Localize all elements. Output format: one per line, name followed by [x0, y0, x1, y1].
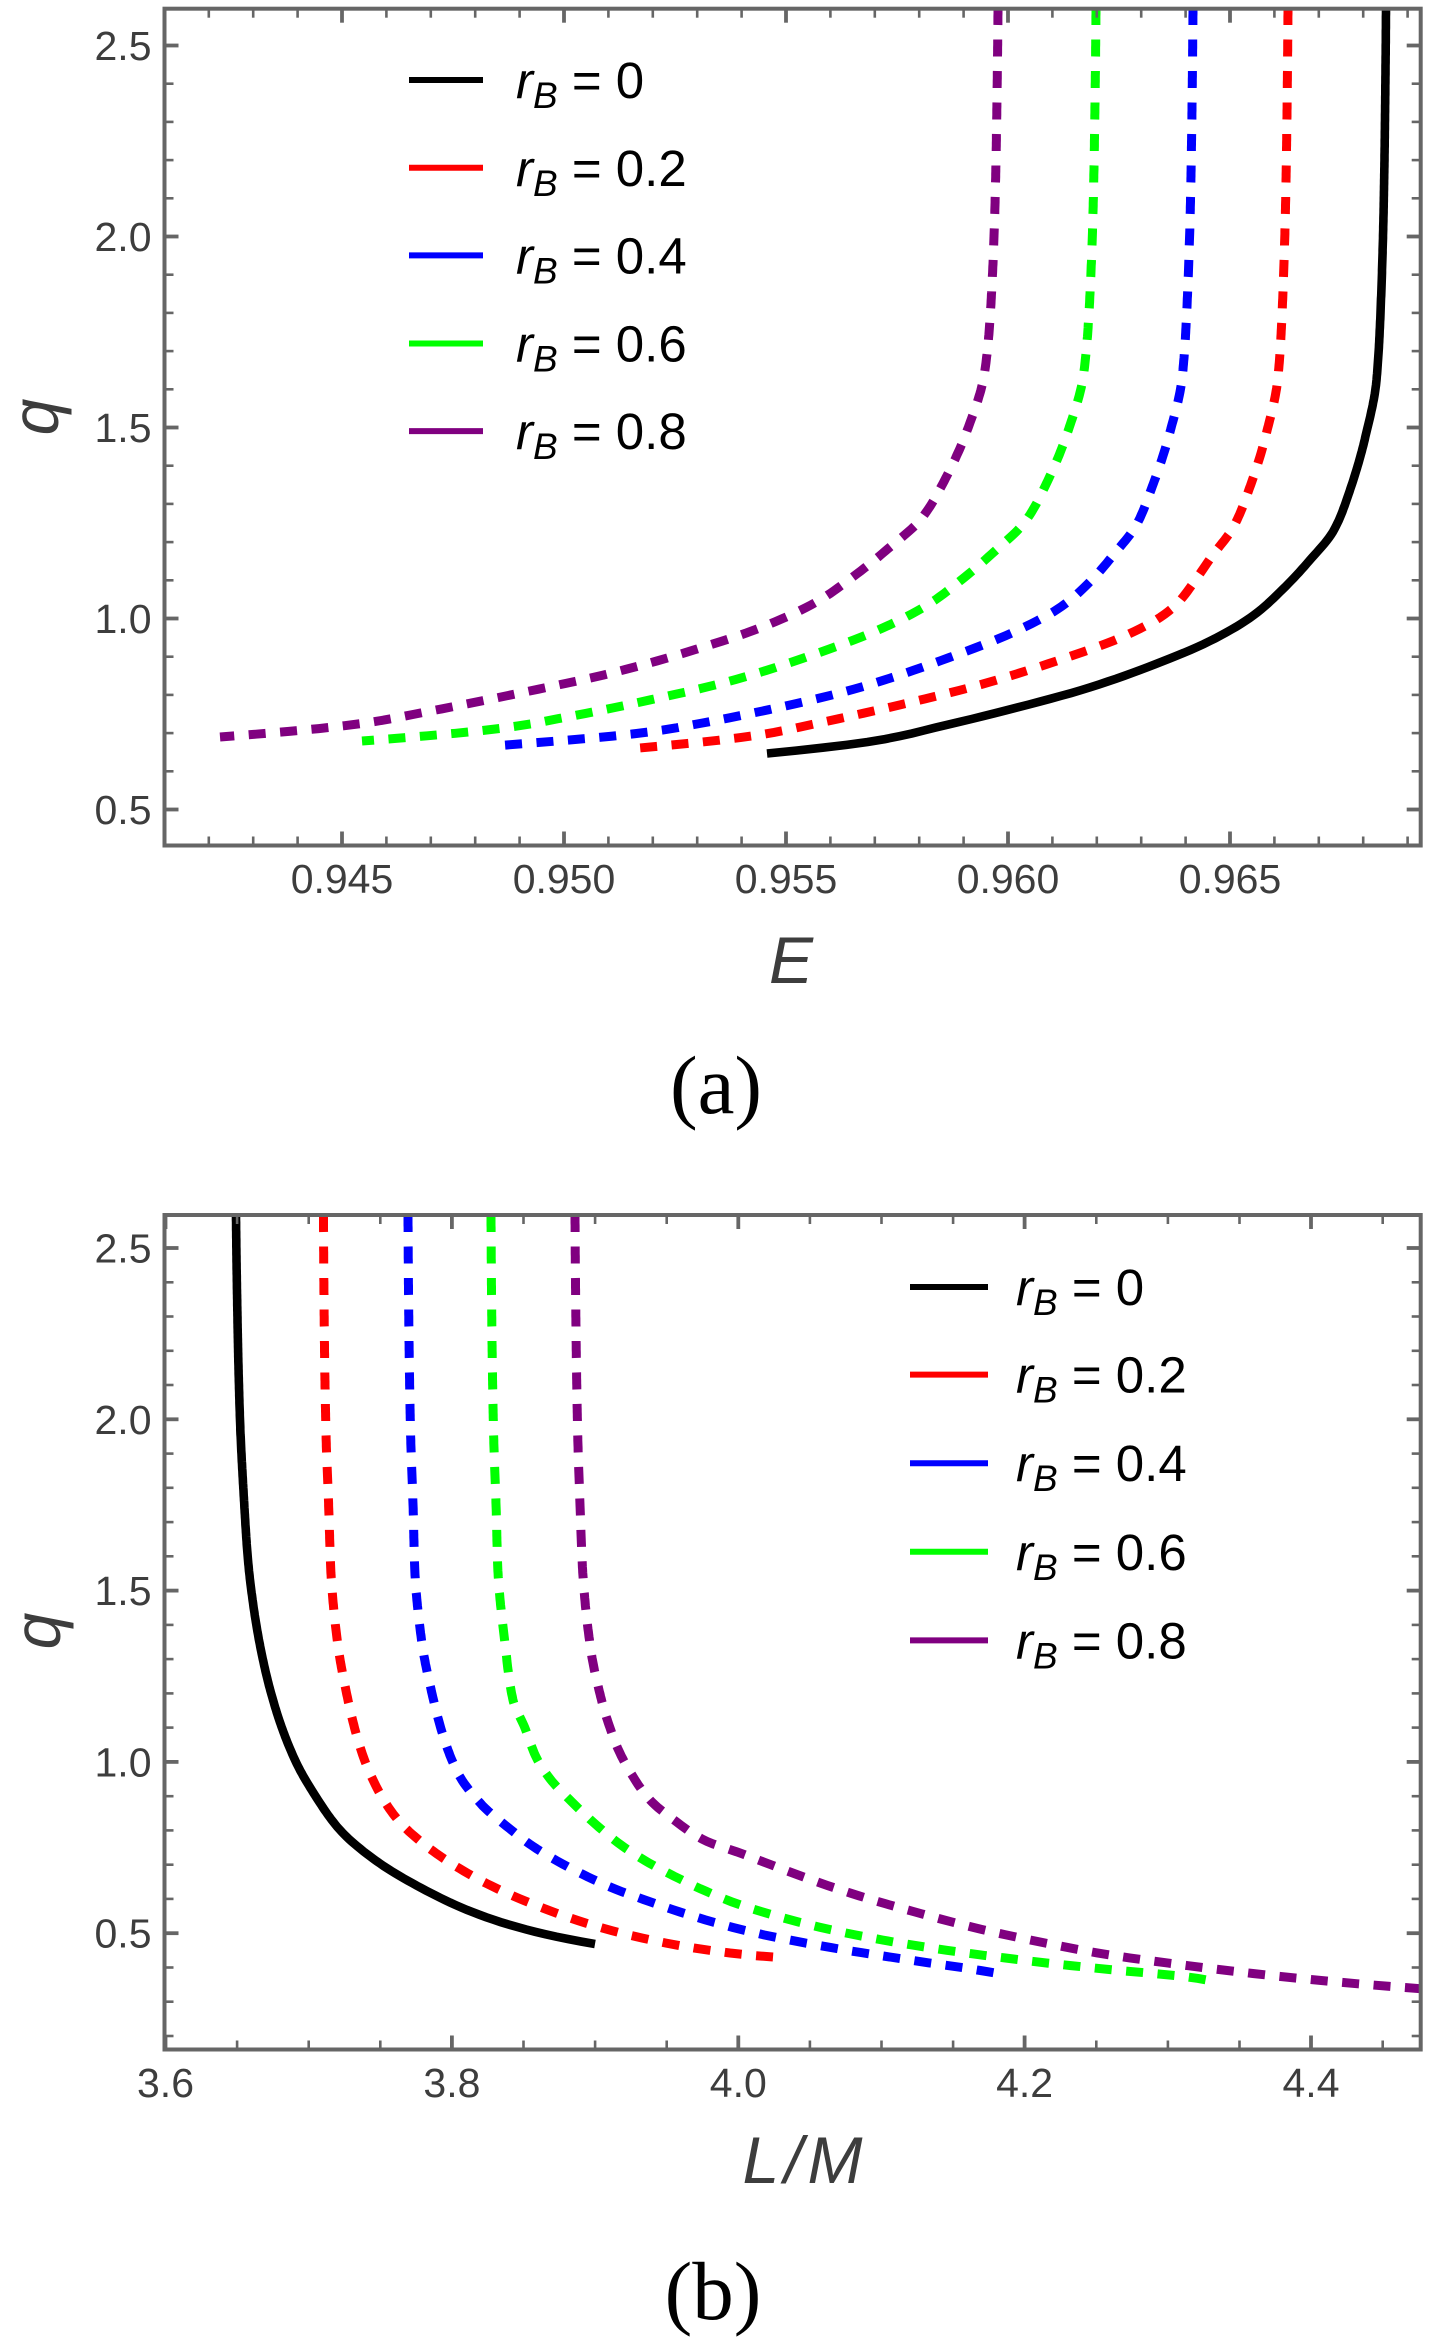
svg-text:2.0: 2.0 — [95, 1397, 152, 1443]
svg-text:4.4: 4.4 — [1283, 2060, 1340, 2106]
svg-text:q: q — [0, 398, 72, 435]
svg-text:(a): (a) — [670, 1039, 762, 1131]
svg-text:rB = 0.6: rB = 0.6 — [516, 316, 687, 380]
svg-text:rB = 0.4: rB = 0.4 — [516, 227, 687, 291]
svg-text:rB = 0.2: rB = 0.2 — [516, 140, 687, 204]
svg-text:3.8: 3.8 — [423, 2060, 480, 2106]
svg-text:1.5: 1.5 — [95, 405, 152, 451]
svg-text:3.6: 3.6 — [137, 2060, 194, 2106]
svg-text:rB = 0.6: rB = 0.6 — [1016, 1524, 1187, 1588]
svg-text:2.5: 2.5 — [95, 1226, 152, 1272]
svg-text:rB = 0.8: rB = 0.8 — [516, 403, 687, 467]
svg-text:0.960: 0.960 — [957, 856, 1060, 902]
svg-text:0.5: 0.5 — [95, 1911, 152, 1957]
svg-text:4.0: 4.0 — [710, 2060, 767, 2106]
svg-text:0.950: 0.950 — [513, 856, 616, 902]
svg-text:0.965: 0.965 — [1179, 856, 1282, 902]
svg-text:1.0: 1.0 — [95, 1739, 152, 1785]
svg-text:E: E — [769, 923, 814, 997]
svg-text:rB = 0.4: rB = 0.4 — [1016, 1435, 1187, 1499]
svg-text:2.5: 2.5 — [95, 23, 152, 69]
svg-text:4.2: 4.2 — [996, 2060, 1053, 2106]
svg-text:2.0: 2.0 — [95, 214, 152, 260]
svg-text:0.5: 0.5 — [95, 787, 152, 833]
svg-text:L/M: L/M — [742, 2123, 867, 2197]
svg-text:rB = 0.2: rB = 0.2 — [1016, 1347, 1187, 1411]
svg-text:(b): (b) — [665, 2245, 762, 2337]
svg-text:1.0: 1.0 — [95, 596, 152, 642]
svg-text:0.955: 0.955 — [735, 856, 838, 902]
svg-text:rB = 0.8: rB = 0.8 — [1016, 1612, 1187, 1676]
svg-text:rB = 0: rB = 0 — [1016, 1259, 1144, 1323]
svg-text:0.945: 0.945 — [291, 856, 394, 902]
svg-text:1.5: 1.5 — [95, 1568, 152, 1614]
svg-text:q: q — [0, 1612, 74, 1649]
svg-text:rB = 0: rB = 0 — [516, 52, 644, 116]
